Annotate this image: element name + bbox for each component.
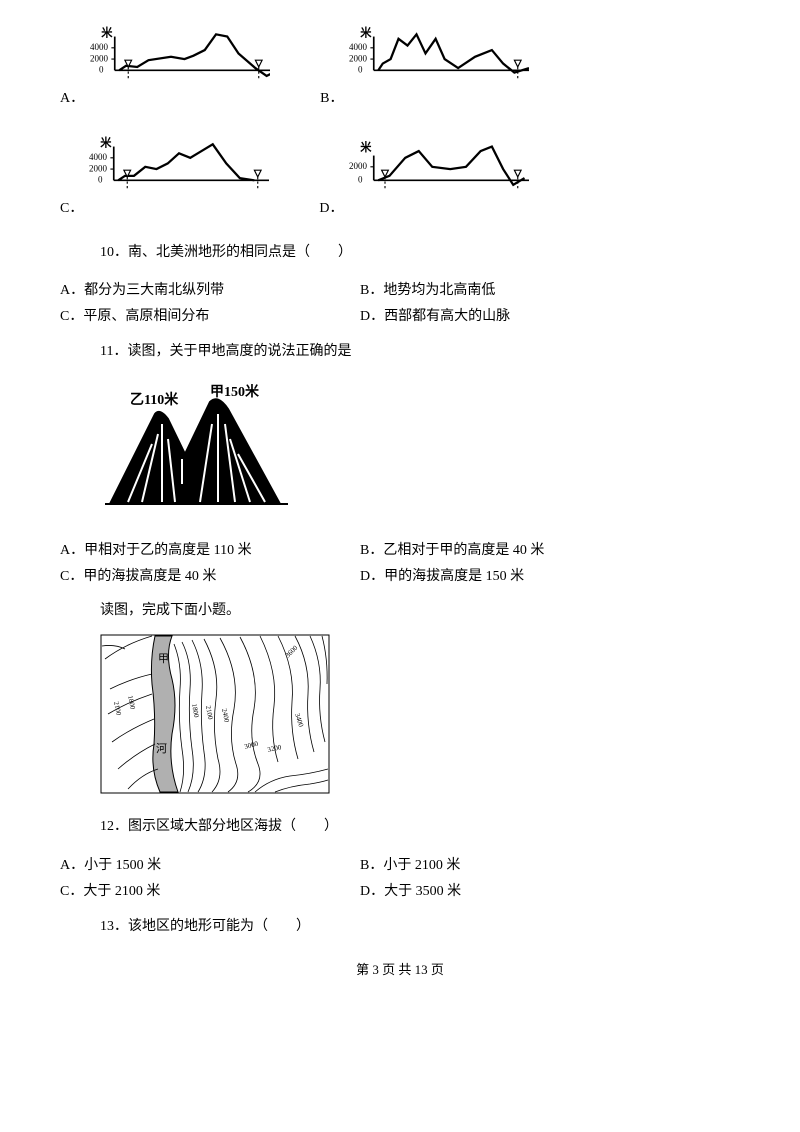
chart-block-c: C． 米 4000 2000 0: [60, 130, 269, 225]
chart-block-a: A． 米 4000 2000 0: [60, 20, 270, 115]
q12-opts-cd: C．大于 2100 米 D．大于 3500 米: [60, 880, 740, 900]
tick: 4000: [89, 152, 108, 162]
chart-a: 米 4000 2000 0: [90, 20, 270, 115]
q12-d: D．大于 3500 米: [360, 880, 461, 900]
chart-row-cd: C． 米 4000 2000 0: [60, 130, 740, 225]
chart-label-d: D．: [319, 197, 343, 217]
q12-b: B．小于 2100 米: [360, 854, 460, 874]
tick: 0: [98, 175, 103, 185]
tick: 4000: [349, 42, 368, 52]
q11-opts-ab: A．甲相对于乙的高度是 110 米 B．乙相对于甲的高度是 40 米: [60, 539, 740, 559]
q10-opts-ab: A．都分为三大南北纵列带 B．地势均为北高南低: [60, 279, 740, 299]
contour-svg: 甲 河 1800 2100 2400 3000 3200 3400 3600 1…: [100, 634, 330, 794]
chart-b: 米 4000 2000 0: [349, 20, 529, 115]
tick: 4000: [90, 42, 109, 52]
chart-label-a: A．: [60, 87, 84, 107]
q12-opts-ab: A．小于 1500 米 B．小于 2100 米: [60, 854, 740, 874]
contour-label-river: 河: [156, 742, 167, 755]
tick: 2000: [349, 161, 368, 171]
page-content: A． 米 4000 2000 0: [0, 0, 800, 1018]
q11-b: B．乙相对于甲的高度是 40 米: [360, 539, 544, 559]
tick: 0: [99, 65, 104, 75]
q10-text: 10．南、北美洲地形的相同点是（ ）: [100, 240, 740, 265]
chart-block-d: D． 米 2000 0: [319, 130, 529, 225]
q11-c: C．甲的海拔高度是 40 米: [60, 565, 360, 585]
q10-a: A．都分为三大南北纵列带: [60, 279, 360, 299]
q10-d: D．西部都有高大的山脉: [360, 305, 510, 325]
tick: 0: [358, 65, 363, 75]
y-axis-unit: 米: [360, 26, 373, 40]
chart-label-b: B．: [320, 87, 343, 107]
q10-b: B．地势均为北高南低: [360, 279, 495, 299]
q10-opts-cd: C．平原、高原相间分布 D．西部都有高大的山脉: [60, 305, 740, 325]
chart-block-b: B． 米 4000 2000 0: [320, 20, 529, 115]
contour-figure: 甲 河 1800 2100 2400 3000 3200 3400 3600 1…: [100, 634, 740, 799]
mountain-figure: 乙110米 甲150米: [100, 384, 740, 519]
q13-text: 13．该地区的地形可能为（ ）: [100, 914, 740, 939]
mountain-label-left: 乙110米: [130, 391, 179, 408]
y-axis-unit: 米: [360, 140, 373, 154]
q11-text: 11．读图，关于甲地高度的说法正确的是: [100, 339, 740, 364]
contour-label-jia: 甲: [158, 653, 169, 665]
chart-row-ab: A． 米 4000 2000 0: [60, 20, 740, 115]
q11-opts-cd: C．甲的海拔高度是 40 米 D．甲的海拔高度是 150 米: [60, 565, 740, 585]
q10-c: C．平原、高原相间分布: [60, 305, 360, 325]
page-footer: 第 3 页 共 13 页: [60, 959, 740, 978]
chart-d: 米 2000 0: [349, 130, 529, 225]
tick: 2000: [349, 53, 368, 63]
q11-a: A．甲相对于乙的高度是 110 米: [60, 539, 360, 559]
mountain-svg: 乙110米 甲150米: [100, 384, 300, 514]
q12-text: 12．图示区域大部分地区海拔（ ）: [100, 814, 740, 839]
q11-d: D．甲的海拔高度是 150 米: [360, 565, 524, 585]
tick: 2000: [89, 163, 108, 173]
tick: 0: [358, 175, 363, 185]
y-axis-unit: 米: [100, 136, 113, 150]
q12-a: A．小于 1500 米: [60, 854, 360, 874]
sub-instruction: 读图，完成下面小题。: [100, 599, 740, 619]
mountain-label-right: 甲150米: [210, 384, 260, 400]
tick: 2000: [90, 53, 109, 63]
chart-label-c: C．: [60, 197, 83, 217]
y-axis-unit: 米: [100, 26, 113, 40]
q12-c: C．大于 2100 米: [60, 880, 360, 900]
chart-c: 米 4000 2000 0: [89, 130, 269, 225]
